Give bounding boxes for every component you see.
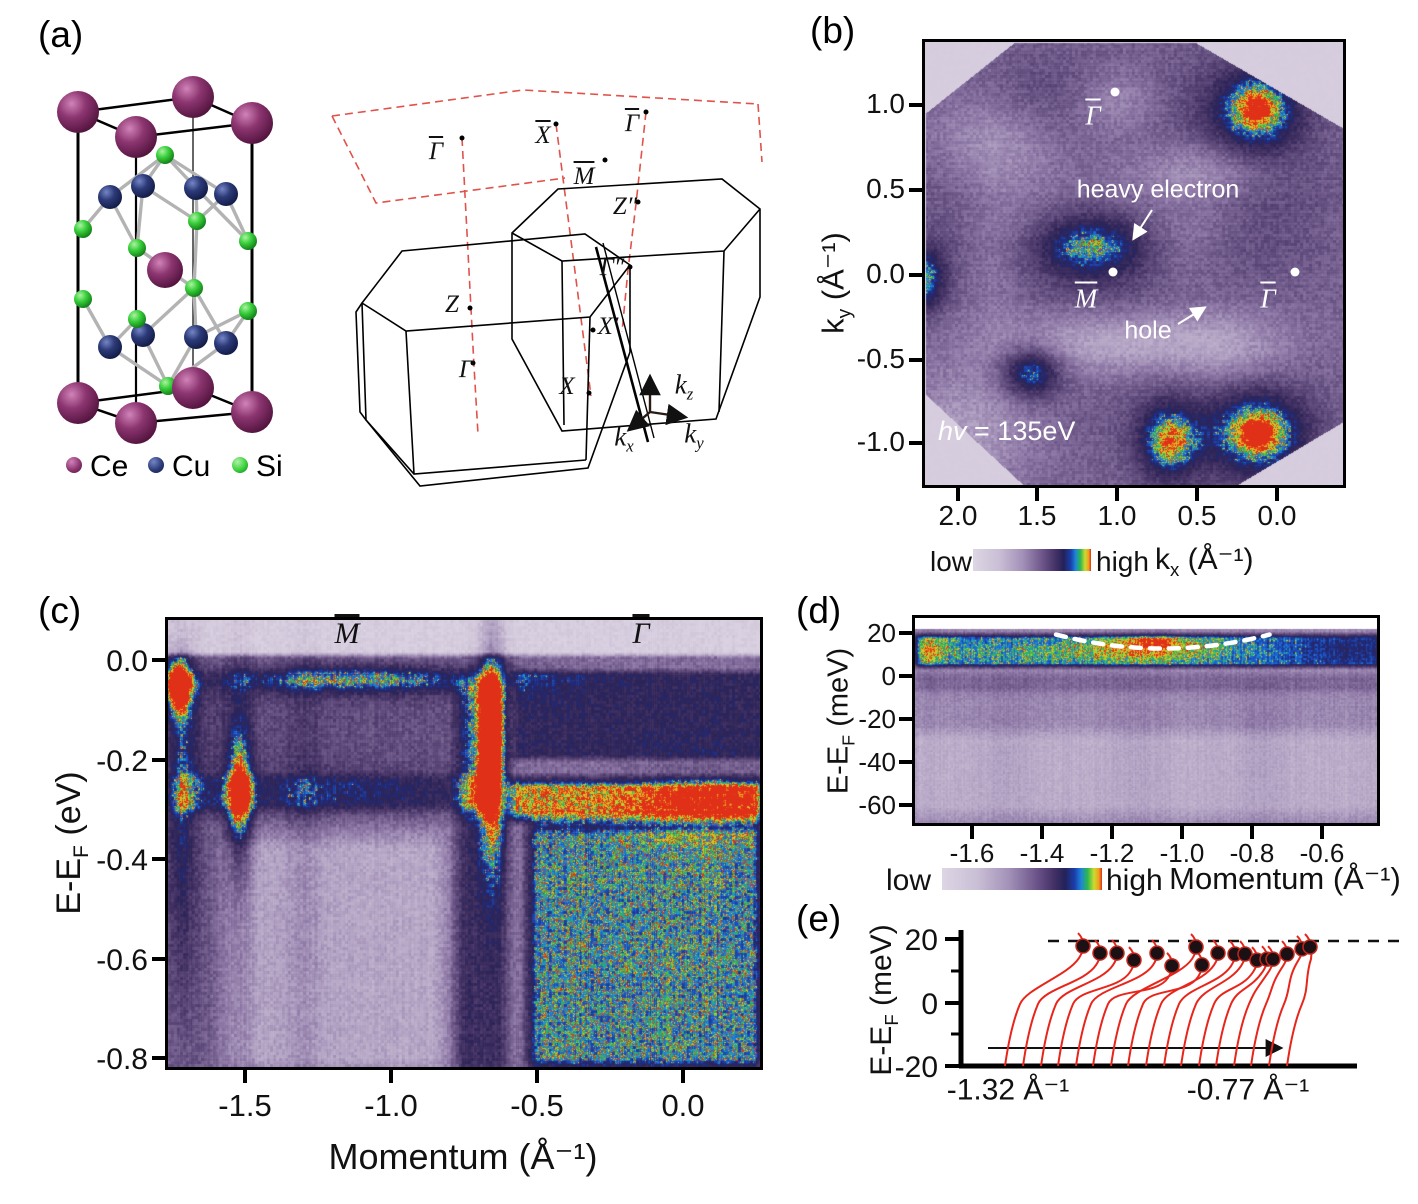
bz-label-m-bar: M	[574, 163, 595, 191]
c-ytick: -0.2	[68, 745, 148, 779]
bz-label-z-dprime: Z″	[613, 193, 637, 221]
b-colorbar-high: high	[1096, 546, 1149, 578]
c-xtick: -1.0	[346, 1088, 436, 1124]
b-label-gamma-bar-right: Γ	[1260, 284, 1275, 315]
bz-label-gamma: Γ	[459, 356, 473, 384]
legend-cu-label: Cu	[172, 450, 210, 484]
panel-d-xlabel: Momentum (Å⁻¹)	[1169, 861, 1401, 897]
legend-ce-label: Ce	[90, 450, 128, 484]
b-ytick: -0.5	[835, 343, 905, 375]
c-xtick: -0.5	[492, 1088, 582, 1124]
c-ytick: 0.0	[68, 645, 148, 679]
c-ytick: -0.8	[68, 1043, 148, 1077]
legend-cu-dot	[148, 457, 164, 473]
bz-label-gamma-bar-right: Γ	[625, 110, 639, 138]
d-ytick: 0	[826, 661, 896, 692]
annotation-photon-energy: hv = 135eV	[938, 416, 1075, 447]
e-ytick: 0	[868, 988, 938, 1022]
d-colorbar-high: high	[1106, 864, 1163, 898]
b-xtick: 0.0	[1242, 500, 1312, 532]
b-xtick: 2.0	[923, 500, 993, 532]
e-xlabel-right: -0.77 Å⁻¹	[1187, 1073, 1310, 1108]
d-ytick: 20	[826, 618, 896, 649]
b-ytick: 0.0	[835, 258, 905, 290]
annotation-hole: hole	[1124, 317, 1171, 346]
legend-si-dot	[232, 457, 248, 473]
d-ytick: -60	[826, 790, 896, 821]
b-ytick: -1.0	[835, 426, 905, 458]
bz-label-gamma-bar-left: Γ	[429, 138, 443, 166]
zoom-dispersion-map	[915, 618, 1377, 823]
d-colorbar-low: low	[886, 864, 931, 898]
bz-label-z: Z	[445, 291, 459, 319]
b-colorbar-low: low	[930, 546, 972, 578]
bz-axis-ky: ky	[684, 418, 703, 453]
b-xtick: 0.5	[1162, 500, 1232, 532]
legend-ce-dot	[66, 457, 82, 473]
panel-c-xlabel: Momentum (Å⁻¹)	[328, 1136, 597, 1178]
panel-letter-b: (b)	[810, 10, 855, 52]
crystal-atoms	[57, 76, 273, 444]
edc-peak-dots	[1076, 939, 1317, 973]
c-xtick: -1.5	[200, 1088, 290, 1124]
c-xtick: 0.0	[638, 1088, 728, 1124]
bz-axis-kz: kz	[675, 369, 694, 404]
panel-letter-a: (a)	[38, 14, 83, 56]
c-label-gamma-bar: Γ	[632, 617, 649, 651]
d-ytick: -40	[826, 747, 896, 778]
d-ytick: -20	[826, 704, 896, 735]
figure: (a) (b) (c) (d) (e) Ce Cu Si Γ X Γ M Z″ …	[0, 0, 1418, 1204]
annotation-heavy-electron: heavy electron	[1077, 176, 1240, 205]
bz-high-symmetry-dots	[460, 110, 649, 396]
e-ytick: -20	[868, 1051, 938, 1085]
panel-letter-c: (c)	[38, 590, 81, 632]
e-xlabel-left: -1.32 Å⁻¹	[947, 1073, 1070, 1108]
b-xtick: 1.0	[1082, 500, 1152, 532]
edc-plot	[945, 930, 1402, 1068]
legend-si-label: Si	[256, 450, 283, 484]
unit-cell-edges	[78, 97, 252, 423]
band-dispersion-map	[168, 620, 760, 1067]
c-label-m-bar: M	[335, 617, 360, 651]
c-ytick: -0.4	[68, 844, 148, 878]
e-ytick: 20	[868, 924, 938, 958]
b-label-m-bar: M	[1075, 284, 1098, 315]
panel-b-xlabel: kx (Å⁻¹)	[1155, 542, 1253, 581]
b-colorbar	[973, 549, 1091, 571]
bz-axis-kx: kx	[614, 421, 633, 456]
b-label-gamma-bar-top: Γ	[1085, 101, 1100, 132]
c-ytick: -0.6	[68, 944, 148, 978]
b-xtick: 1.5	[1002, 500, 1072, 532]
bz-label-x: X	[559, 373, 574, 401]
b-ytick: 0.5	[835, 173, 905, 205]
d-xtick: -1.4	[1007, 838, 1077, 869]
b-ytick: 1.0	[835, 88, 905, 120]
panel-letter-e: (e)	[796, 898, 841, 940]
bz-label-gamma-dprime: Γ″	[600, 254, 625, 282]
edc-curves	[1005, 933, 1311, 1066]
d-colorbar	[942, 868, 1102, 890]
panel-c-ylabel: E-EF (eV)	[50, 771, 94, 914]
bz-label-x-prime: X′	[598, 313, 619, 341]
crystal-bonds	[83, 155, 248, 386]
d-xtick: -1.6	[937, 838, 1007, 869]
bz-label-x-bar: X	[535, 122, 550, 150]
